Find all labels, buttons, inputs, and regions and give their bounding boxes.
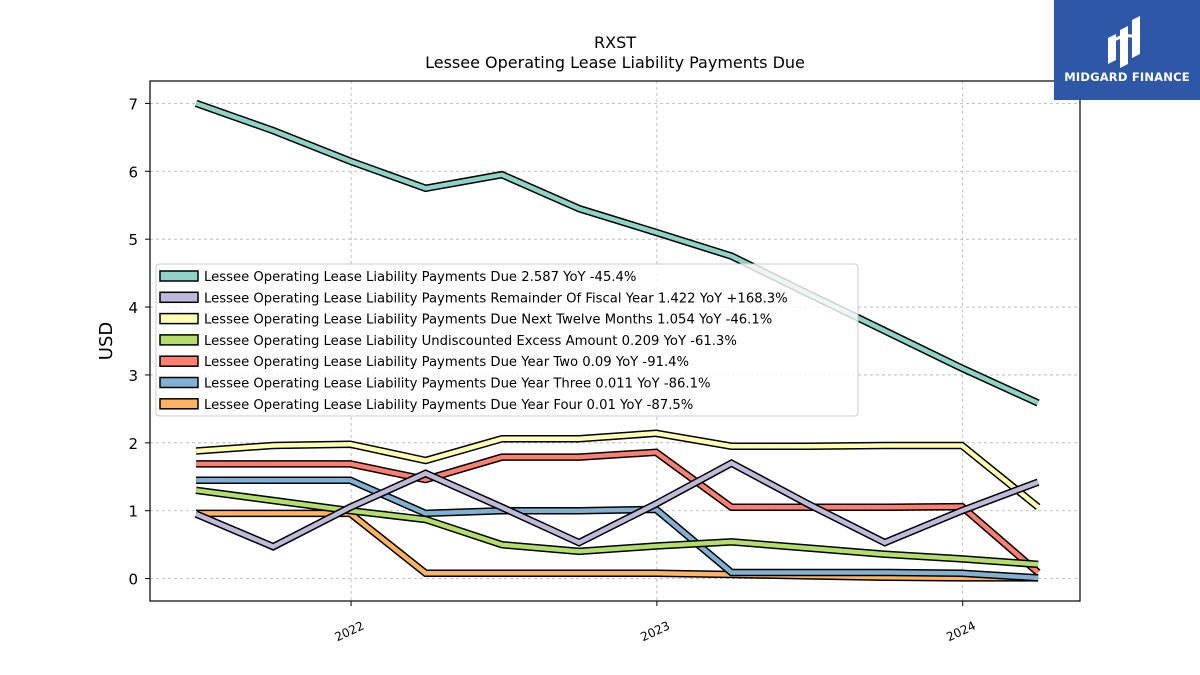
legend-label: Lessee Operating Lease Liability Payment… bbox=[204, 270, 636, 285]
legend-box bbox=[155, 263, 859, 417]
legend-label: Lessee Operating Lease Liability Payment… bbox=[204, 377, 711, 392]
y-tick-label: 0 bbox=[128, 571, 138, 589]
legend-swatch bbox=[159, 398, 199, 410]
series-line bbox=[196, 477, 1039, 581]
y-tick-label: 7 bbox=[128, 95, 138, 113]
logo-text: MIDGARD FINANCE bbox=[1064, 70, 1190, 84]
y-tick-label: 3 bbox=[128, 367, 138, 385]
legend-swatch bbox=[159, 291, 199, 304]
legend-label: Lessee Operating Lease Liability Payment… bbox=[204, 355, 689, 370]
series-line bbox=[195, 101, 1040, 406]
legend-label: Lessee Operating Lease Liability Undisco… bbox=[204, 334, 737, 349]
y-tick-label: 1 bbox=[128, 503, 138, 521]
legend-swatch bbox=[159, 270, 199, 282]
logo-mark-icon bbox=[1108, 16, 1140, 68]
legend-label: Lessee Operating Lease Liability Payment… bbox=[204, 291, 788, 306]
chart-title: RXST bbox=[594, 33, 636, 52]
legend-swatch bbox=[159, 376, 199, 389]
legend: Lessee Operating Lease Liability Payment… bbox=[155, 263, 859, 417]
y-tick-label: 4 bbox=[128, 299, 138, 317]
series-lines bbox=[194, 99, 1041, 582]
y-tick-label: 2 bbox=[128, 435, 138, 453]
legend-swatch bbox=[159, 312, 199, 325]
legend-swatch bbox=[159, 334, 199, 346]
chart-subtitle: Lessee Operating Lease Liability Payment… bbox=[425, 53, 805, 72]
series-line bbox=[195, 431, 1040, 509]
series-line bbox=[195, 460, 1039, 550]
series-line bbox=[195, 488, 1039, 567]
x-tick-label: 2023 bbox=[638, 619, 672, 645]
x-tick-label: 2024 bbox=[944, 619, 978, 645]
y-tick-label: 5 bbox=[128, 231, 138, 249]
y-tick-label: 6 bbox=[128, 163, 138, 181]
plot-frame bbox=[149, 80, 1081, 602]
series-line bbox=[196, 450, 1040, 575]
x-tick-label: 2022 bbox=[333, 619, 367, 645]
brand-logo: MIDGARD FINANCE bbox=[1054, 0, 1200, 100]
y-axis-label: USD bbox=[96, 322, 117, 360]
legend-label: Lessee Operating Lease Liability Payment… bbox=[204, 313, 772, 328]
legend-label: Lessee Operating Lease Liability Payment… bbox=[204, 398, 693, 413]
legend-swatch bbox=[159, 355, 199, 367]
